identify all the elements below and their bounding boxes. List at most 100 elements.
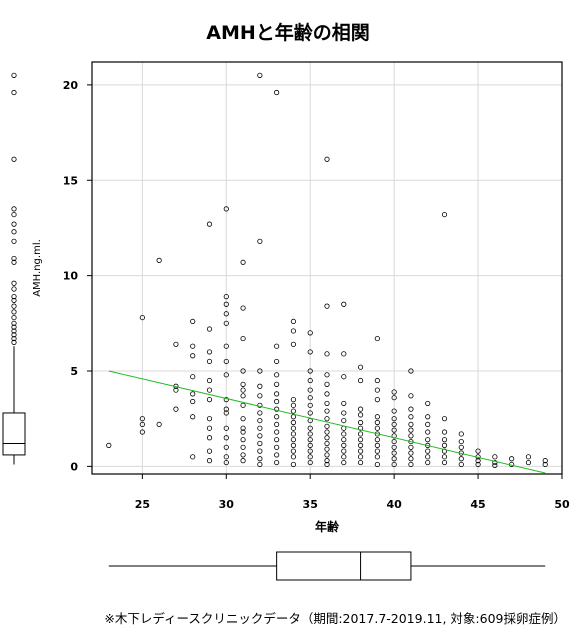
data-point [458,461,464,468]
data-point [458,456,464,462]
data-point [509,456,515,462]
data-point [341,448,347,454]
data-point [341,442,347,448]
data-point [290,419,297,426]
data-point [391,416,397,422]
data-point [240,444,246,450]
data-point [257,456,263,462]
data-point [324,458,330,464]
data-point [374,377,380,384]
data-point [190,318,196,325]
data-point [307,437,313,443]
data-point [290,431,297,437]
data-point [525,459,532,466]
y-tick-label: 0 [70,460,78,473]
data-point [374,442,380,448]
data-point [223,311,229,317]
data-point [190,353,196,359]
y-boxplot-outlier [11,221,17,227]
data-point [341,431,347,437]
data-point [307,454,313,460]
data-point [324,156,330,162]
data-point [240,425,246,431]
data-point [441,442,448,448]
data-point [290,414,297,420]
data-point [324,391,330,397]
data-point [257,410,263,416]
data-point [290,341,297,347]
data-point [425,454,431,460]
x-tick-label: 40 [386,498,402,511]
y-boxplot-outlier [11,324,17,330]
data-point [257,368,263,374]
data-point [156,421,162,428]
x-tick-label: 45 [470,498,485,511]
data-point [190,398,196,405]
data-point [341,400,347,407]
data-point [139,421,145,428]
data-point [156,257,162,263]
data-point [206,358,213,365]
data-point [542,458,548,464]
data-point [206,448,213,454]
data-point [257,433,263,439]
y-boxplot-outlier [11,303,17,309]
data-point [290,425,297,431]
data-point [341,301,347,307]
data-point [324,461,330,468]
x-tick-label: 30 [219,498,235,511]
y-boxplot-outlier [11,332,17,338]
data-point [324,408,330,414]
y-tick-label: 20 [63,79,79,92]
data-point [290,461,297,468]
data-point [223,444,229,450]
data-point [425,429,431,435]
data-point [223,397,229,403]
data-point [307,459,313,466]
data-point [206,377,213,384]
data-point [441,429,448,435]
data-point [408,461,414,468]
data-point [274,391,280,397]
data-point [307,448,313,454]
data-point [223,372,229,378]
data-point [274,421,280,428]
data-point [425,400,431,407]
y-tick-label: 5 [70,365,78,378]
data-point [324,381,330,387]
data-point [290,318,297,325]
data-point [240,416,246,422]
data-point [206,221,213,227]
data-point [357,442,364,448]
data-point [106,442,112,448]
data-point [374,448,380,454]
y-boxplot-outlier [11,259,17,265]
y-boxplot [2,72,26,465]
data-point [391,395,397,401]
y-boxplot-outlier [11,286,17,292]
data-point [441,437,448,443]
data-point [341,437,347,443]
data-point [425,437,431,443]
data-point [257,72,263,78]
y-boxplot-outlier [11,314,17,321]
data-point [290,437,297,443]
data-point [374,387,380,393]
data-point [290,448,297,454]
data-point [391,450,397,456]
data-point [391,456,397,462]
data-point [441,211,448,218]
data-point [324,423,330,429]
data-point [408,433,414,439]
y-boxplot-outlier [11,229,17,235]
data-point [391,427,397,433]
data-point [240,393,246,399]
data-point [274,406,280,412]
data-point [290,442,297,448]
x-tick-label: 35 [303,498,318,511]
data-point [223,294,229,300]
data-point [206,416,213,422]
grid-lines [92,62,562,474]
x-tick-label: 50 [554,498,570,511]
data-point [357,448,364,454]
